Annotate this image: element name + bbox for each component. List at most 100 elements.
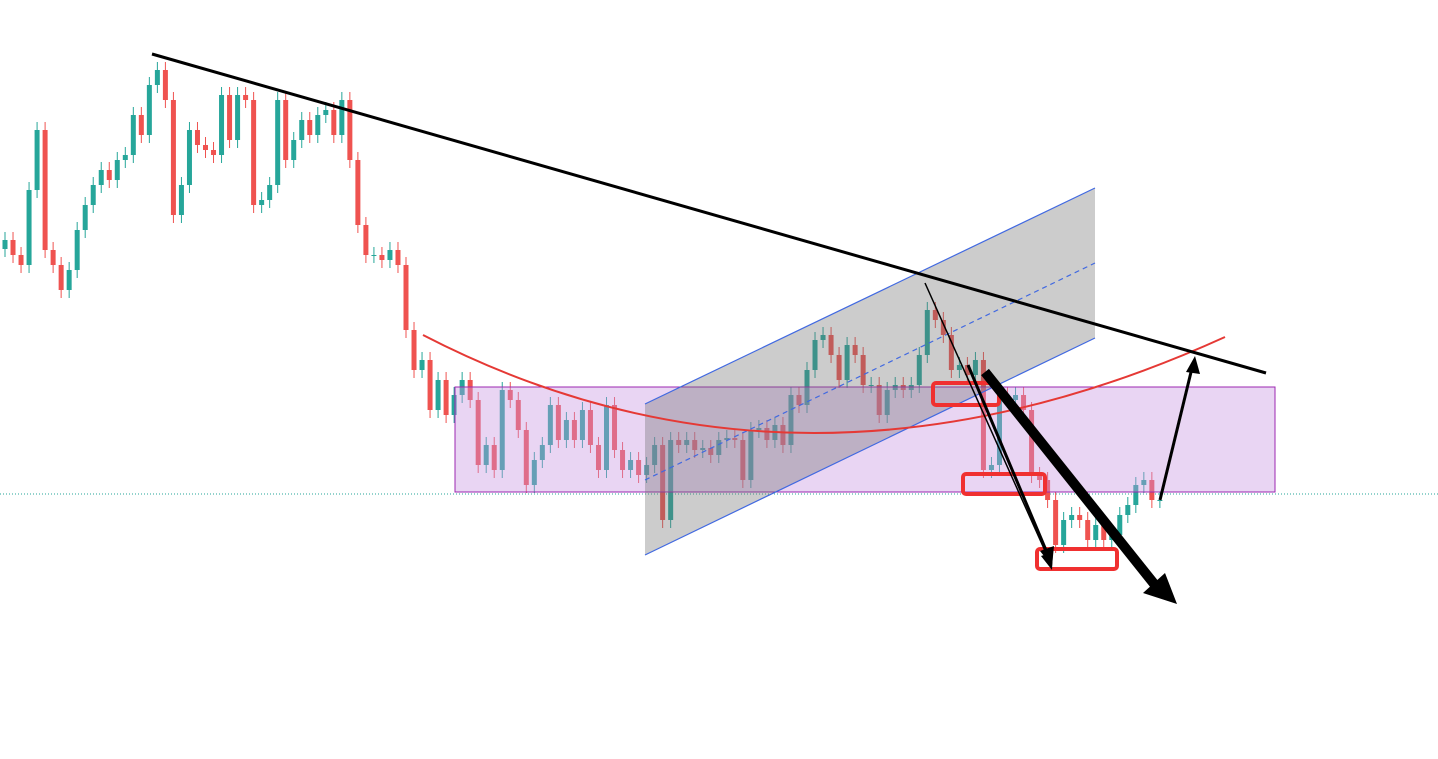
- candle-body: [868, 385, 874, 386]
- candle-body: [1037, 475, 1043, 480]
- candle-body: [555, 405, 561, 440]
- candle-body: [1093, 525, 1099, 540]
- candle-body: [186, 130, 192, 185]
- arrow-head: [1143, 573, 1177, 604]
- candle-body: [451, 395, 457, 415]
- candle-body: [612, 405, 618, 450]
- candle-body: [267, 185, 273, 200]
- candle-body: [563, 420, 569, 440]
- candle-body: [347, 100, 353, 160]
- candle-body: [411, 330, 417, 370]
- candle-body: [595, 445, 601, 470]
- candle-body: [1149, 480, 1155, 500]
- candle-body: [956, 365, 962, 370]
- channel-bottom: [644, 337, 1096, 556]
- trend-line: [151, 52, 1267, 375]
- candle-body: [860, 355, 866, 385]
- candle-body: [780, 425, 786, 445]
- candle-body: [628, 460, 634, 470]
- candle-body: [1133, 485, 1139, 505]
- candle-body: [652, 445, 658, 465]
- candle-body: [419, 360, 425, 370]
- candle-body: [924, 310, 930, 355]
- candle-body: [820, 335, 826, 340]
- candle-body: [307, 120, 313, 135]
- candles: [2, 62, 1163, 553]
- candle-body: [42, 130, 48, 250]
- candle-body: [259, 200, 265, 205]
- candle-body: [122, 155, 128, 160]
- candle-body: [940, 320, 946, 335]
- candle-body: [1157, 500, 1163, 501]
- candle-body: [170, 100, 176, 215]
- candle-body: [796, 395, 802, 405]
- candle-body: [138, 115, 144, 135]
- candle-body: [828, 335, 834, 355]
- candle-body: [299, 120, 305, 140]
- candle-body: [74, 230, 80, 270]
- candle-body: [740, 440, 746, 480]
- candle-body: [114, 160, 120, 180]
- candle-body: [331, 110, 337, 135]
- candle-body: [716, 440, 722, 455]
- candle-body: [1029, 410, 1035, 475]
- arrow-head: [1040, 546, 1054, 566]
- candle-body: [435, 380, 441, 410]
- candle-body: [50, 250, 56, 265]
- candle-body: [1021, 395, 1027, 410]
- candle-body: [571, 420, 577, 440]
- candle-body: [339, 100, 345, 135]
- candle-body: [507, 390, 513, 400]
- candle-body: [547, 405, 553, 445]
- candle-body: [315, 115, 321, 135]
- candle-body: [483, 445, 489, 465]
- channel-top: [644, 187, 1096, 405]
- candle-body: [154, 70, 160, 85]
- candle-body: [1013, 395, 1019, 400]
- candle-body: [539, 445, 545, 460]
- candle-body: [604, 405, 609, 470]
- candle-body: [692, 440, 698, 450]
- candle-body: [355, 160, 361, 225]
- candle-body: [26, 190, 32, 265]
- candle-body: [34, 130, 40, 190]
- candle-body: [491, 445, 497, 470]
- candle-body: [587, 410, 593, 445]
- candle-body: [756, 428, 762, 430]
- candle-body: [18, 255, 24, 265]
- candle-body: [579, 410, 585, 440]
- candle-body: [1061, 520, 1067, 545]
- candle-body: [162, 70, 168, 100]
- candle-body: [194, 130, 200, 145]
- candle-body: [203, 145, 208, 150]
- candle-body: [1101, 525, 1107, 540]
- candle-body: [443, 380, 449, 415]
- candle-body: [1053, 500, 1059, 545]
- candle-body: [427, 360, 433, 410]
- candle-body: [387, 250, 393, 260]
- candle-body: [852, 345, 858, 355]
- candle-body: [1045, 480, 1051, 500]
- arrow: [966, 364, 1050, 556]
- candle-body: [732, 438, 738, 440]
- candle-body: [515, 400, 521, 430]
- marker-box: [1035, 547, 1119, 571]
- arrow: [924, 282, 1051, 563]
- candle-body: [748, 430, 754, 480]
- channel: [645, 188, 1095, 555]
- candle-body: [467, 380, 473, 400]
- candle-body: [275, 100, 281, 185]
- candle-body: [1077, 515, 1083, 520]
- candle-body: [323, 110, 329, 115]
- candle-body: [676, 440, 682, 445]
- candle-body: [98, 170, 104, 185]
- candle-body: [996, 395, 1002, 465]
- candle-body: [644, 465, 650, 475]
- arc: [422, 334, 1226, 434]
- candle-body: [251, 100, 257, 205]
- candle-body: [1141, 480, 1147, 485]
- candle-body: [700, 448, 706, 450]
- candle-body: [58, 265, 64, 290]
- candle-body: [283, 100, 289, 160]
- candle-body: [668, 440, 674, 520]
